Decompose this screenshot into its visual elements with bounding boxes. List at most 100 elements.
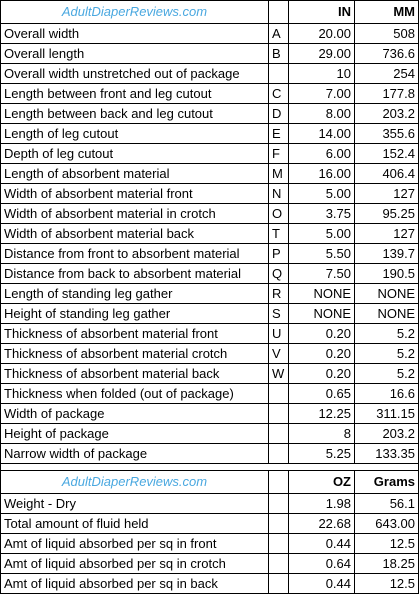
row-value-in: 0.20 xyxy=(288,343,355,364)
row-value-mm: 203.2 xyxy=(354,103,419,124)
row-value-in: 0.20 xyxy=(288,323,355,344)
row-code xyxy=(268,553,289,574)
table-row: Length between front and leg cutout C 7.00… xyxy=(0,83,419,104)
row-value-grams: 643.00 xyxy=(354,513,419,534)
row-value-mm: 203.2 xyxy=(354,423,419,444)
row-value-mm: 127 xyxy=(354,223,419,244)
row-value-in: 14.00 xyxy=(288,123,355,144)
table-row: Thickness of absorbent material front U 0.… xyxy=(0,323,419,344)
table-row: Height of package 8 203.2 xyxy=(0,423,419,444)
row-value-in: 7.00 xyxy=(288,83,355,104)
row-label: Width of package xyxy=(0,403,269,424)
table-row: Width of absorbent material in crotch O 3.… xyxy=(0,203,419,224)
unit-header-mm: MM xyxy=(354,0,419,24)
row-value-in: NONE xyxy=(288,283,355,304)
row-label: Width of absorbent material front xyxy=(0,183,269,204)
row-value-in: 0.65 xyxy=(288,383,355,404)
row-code: O xyxy=(268,203,289,224)
row-value-mm: 16.6 xyxy=(354,383,419,404)
row-value-grams: 12.5 xyxy=(354,573,419,594)
row-label: Thickness when folded (out of package) xyxy=(0,383,269,404)
row-label: Width of absorbent material back xyxy=(0,223,269,244)
row-value-mm: 139.7 xyxy=(354,243,419,264)
row-value-oz: 0.64 xyxy=(288,553,355,574)
row-label: Height of package xyxy=(0,423,269,444)
table-row: Weight - Dry 1.98 56.1 xyxy=(0,493,419,514)
table-row: Thickness of absorbent material back W 0.2… xyxy=(0,363,419,384)
table-row: Total amount of fluid held 22.68 643.00 xyxy=(0,513,419,534)
row-label: Distance from front to absorbent materia… xyxy=(0,243,269,264)
table-row: Amt of liquid absorbed per sq in back 0.4… xyxy=(0,573,419,594)
row-code xyxy=(268,573,289,594)
row-label: Overall width unstretched out of package xyxy=(0,63,269,84)
row-code: F xyxy=(268,143,289,164)
row-value-in: 12.25 xyxy=(288,403,355,424)
table-row: Depth of leg cutout F 6.00 152.4 xyxy=(0,143,419,164)
row-value-in: 7.50 xyxy=(288,263,355,284)
row-value-in: 5.00 xyxy=(288,223,355,244)
row-value-oz: 22.68 xyxy=(288,513,355,534)
row-code: N xyxy=(268,183,289,204)
table-row: Distance from back to absorbent material… xyxy=(0,263,419,284)
site-name-2: AdultDiaperReviews.com xyxy=(0,470,269,494)
row-value-mm: 190.5 xyxy=(354,263,419,284)
table-row: Distance from front to absorbent materia… xyxy=(0,243,419,264)
row-label: Thickness of absorbent material front xyxy=(0,323,269,344)
row-label: Overall length xyxy=(0,43,269,64)
row-value-mm: 127 xyxy=(354,183,419,204)
row-label: Length of absorbent material xyxy=(0,163,269,184)
row-value-mm: NONE xyxy=(354,303,419,324)
site-name: AdultDiaperReviews.com xyxy=(0,0,269,24)
row-code: T xyxy=(268,223,289,244)
row-value-in: 8.00 xyxy=(288,103,355,124)
table-row: Thickness when folded (out of package) 0.… xyxy=(0,383,419,404)
row-label: Narrow width of package xyxy=(0,443,269,464)
row-value-in: 8 xyxy=(288,423,355,444)
table-row: Width of absorbent material front N 5.00 12… xyxy=(0,183,419,204)
code-header xyxy=(268,0,289,24)
row-code: D xyxy=(268,103,289,124)
weights-section: AdultDiaperReviews.com OZ Grams Weight -… xyxy=(0,470,419,594)
row-code: E xyxy=(268,123,289,144)
table-row: Length of absorbent material M 16.00 406.4 xyxy=(0,163,419,184)
table-row: Overall width unstretched out of package… xyxy=(0,63,419,84)
row-value-oz: 0.44 xyxy=(288,573,355,594)
row-label: Length between front and leg cutout xyxy=(0,83,269,104)
row-value-in: 5.00 xyxy=(288,183,355,204)
row-value-mm: 152.4 xyxy=(354,143,419,164)
unit-header-oz: OZ xyxy=(288,470,355,494)
row-label: Length of leg cutout xyxy=(0,123,269,144)
row-value-oz: 1.98 xyxy=(288,493,355,514)
row-value-in: 0.20 xyxy=(288,363,355,384)
row-label: Length between back and leg cutout xyxy=(0,103,269,124)
row-value-in: 10 xyxy=(288,63,355,84)
table-row: Length of standing leg gather R NONE NONE xyxy=(0,283,419,304)
table-row: Length between back and leg cutout D 8.00 2… xyxy=(0,103,419,124)
table-row: Length of leg cutout E 14.00 355.6 xyxy=(0,123,419,144)
row-label: Length of standing leg gather xyxy=(0,283,269,304)
row-value-mm: NONE xyxy=(354,283,419,304)
row-code: V xyxy=(268,343,289,364)
row-label: Width of absorbent material in crotch xyxy=(0,203,269,224)
row-label: Amt of liquid absorbed per sq in back xyxy=(0,573,269,594)
row-code: S xyxy=(268,303,289,324)
row-code xyxy=(268,403,289,424)
row-code: M xyxy=(268,163,289,184)
row-value-mm: 133.35 xyxy=(354,443,419,464)
table-row: Overall width A 20.00 508 xyxy=(0,23,419,44)
row-code: U xyxy=(268,323,289,344)
table-row: Narrow width of package 5.25 133.35 xyxy=(0,443,419,464)
row-label: Total amount of fluid held xyxy=(0,513,269,534)
row-value-in: NONE xyxy=(288,303,355,324)
table-row: Width of absorbent material back T 5.00 127 xyxy=(0,223,419,244)
section-spacer xyxy=(0,463,419,471)
row-code: P xyxy=(268,243,289,264)
row-value-mm: 5.2 xyxy=(354,323,419,344)
row-value-in: 6.00 xyxy=(288,143,355,164)
row-value-mm: 355.6 xyxy=(354,123,419,144)
weights-header-row: AdultDiaperReviews.com OZ Grams xyxy=(0,470,419,494)
row-code: R xyxy=(268,283,289,304)
row-code xyxy=(268,443,289,464)
unit-header-in: IN xyxy=(288,0,355,24)
row-value-mm: 177.8 xyxy=(354,83,419,104)
